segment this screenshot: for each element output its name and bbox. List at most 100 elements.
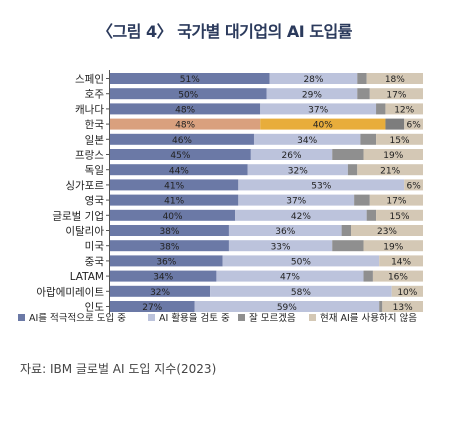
data-label: 45% <box>170 151 190 161</box>
bar-segment <box>385 118 405 130</box>
bar-segment <box>110 118 261 130</box>
data-label: 48% <box>175 106 195 116</box>
data-label: 13% <box>393 303 413 313</box>
bar-segment <box>357 164 423 176</box>
bar-segment <box>347 164 358 176</box>
data-label: 27% <box>142 303 162 313</box>
data-label: 21% <box>380 166 400 176</box>
bar-segment <box>404 179 423 191</box>
data-label: 37% <box>286 197 306 207</box>
bar-segment <box>360 133 377 145</box>
data-label: 51% <box>180 75 200 85</box>
data-label: 40% <box>313 121 333 131</box>
data-label: 41% <box>164 182 184 192</box>
bar-segment <box>235 209 367 221</box>
data-label: 40% <box>163 212 183 222</box>
bar-segment <box>247 164 348 176</box>
category-label: 인도 <box>85 302 105 314</box>
category-label: 독일 <box>85 164 104 177</box>
data-label: 29% <box>302 90 322 100</box>
bar-segment <box>110 209 236 221</box>
data-label: 6% <box>406 121 421 131</box>
bar-segment <box>332 149 364 160</box>
bar-segment <box>110 149 251 160</box>
data-label: 58% <box>291 288 311 298</box>
data-label: 15% <box>390 212 410 222</box>
bar-segment <box>332 240 364 252</box>
data-label: 41% <box>164 197 184 207</box>
bar-segment <box>372 270 423 282</box>
data-label: 53% <box>311 182 331 192</box>
bar-segment <box>110 133 254 145</box>
bar-segment <box>110 88 267 100</box>
bar-segment <box>110 301 195 312</box>
bar-segment <box>363 270 373 282</box>
bar-segment <box>366 209 377 221</box>
bar-segment <box>260 103 377 115</box>
data-label: 34% <box>297 136 317 146</box>
data-label: 44% <box>169 166 189 176</box>
bar-segment <box>354 194 370 206</box>
data-label: 14% <box>391 258 411 268</box>
data-label: 18% <box>385 75 405 85</box>
data-label: 19% <box>383 242 403 252</box>
bar-segment <box>376 209 423 221</box>
bar-segment <box>210 285 392 297</box>
data-label: 17% <box>386 197 406 207</box>
bar-segment <box>379 301 383 312</box>
legend-swatch <box>309 314 316 321</box>
data-label: 46% <box>172 136 192 146</box>
data-label: 36% <box>275 227 295 237</box>
bar-segment <box>216 270 364 282</box>
data-label: 10% <box>397 288 417 298</box>
bar-segment <box>376 103 386 115</box>
bar-segment <box>110 240 229 252</box>
bar-segment <box>228 240 333 252</box>
category-label: 프랑스 <box>75 150 104 162</box>
data-label: 28% <box>303 75 323 85</box>
category-label: LATAM <box>70 271 104 283</box>
data-label: 34% <box>153 273 173 283</box>
bar-segment <box>266 88 358 100</box>
data-label: 26% <box>282 151 302 161</box>
data-label: 37% <box>308 106 328 116</box>
bar-segment <box>110 255 223 267</box>
bar-segment <box>366 73 423 84</box>
category-label: 스페인 <box>75 74 104 86</box>
source-note: 자료: IBM 글로벌 AI 도입 지수(2023) <box>20 362 217 376</box>
bar-segment <box>228 225 342 236</box>
legend-swatch <box>18 314 25 321</box>
bar-segment <box>110 73 270 84</box>
stacked-bar-chart: 스페인 51% 28% 18% 호주 50% 29% 17% 캐나다 48% 37% 12% 한국 48%… <box>18 70 423 324</box>
bar-segment <box>363 149 423 160</box>
data-label: 50% <box>178 90 198 100</box>
bar-segment <box>404 118 423 130</box>
category-label: 호주 <box>85 89 105 101</box>
legend-label: AI 활용을 검토 중 <box>159 312 230 324</box>
data-label: 16% <box>388 273 408 283</box>
data-label: 38% <box>159 227 179 237</box>
bar-segment <box>222 255 380 267</box>
legend-swatch <box>148 314 155 321</box>
bar-segment <box>253 133 361 145</box>
legend-swatch <box>238 314 245 321</box>
legend-label: 현재 AI를 사용하지 않음 <box>320 312 417 324</box>
bar-segment <box>238 194 355 206</box>
category-label: 중국 <box>85 256 105 268</box>
bar-segment <box>250 149 333 160</box>
bar-segment <box>110 164 248 176</box>
category-label: 일본 <box>85 133 105 146</box>
data-label: 50% <box>291 258 311 268</box>
bar-segment <box>110 225 229 236</box>
category-label: 캐나다 <box>75 104 104 116</box>
bar-segment <box>369 194 423 206</box>
bar-segment <box>369 88 423 100</box>
data-label: 19% <box>383 151 403 161</box>
bar-segment <box>357 73 367 84</box>
data-label: 36% <box>156 258 176 268</box>
bar-segment <box>351 225 423 236</box>
bar-segment <box>110 194 239 206</box>
data-label: 32% <box>150 288 170 298</box>
bar-segment <box>385 103 423 115</box>
chart-title: 〈그림 4〉 국가별 대기업의 AI 도입률 <box>97 22 352 41</box>
